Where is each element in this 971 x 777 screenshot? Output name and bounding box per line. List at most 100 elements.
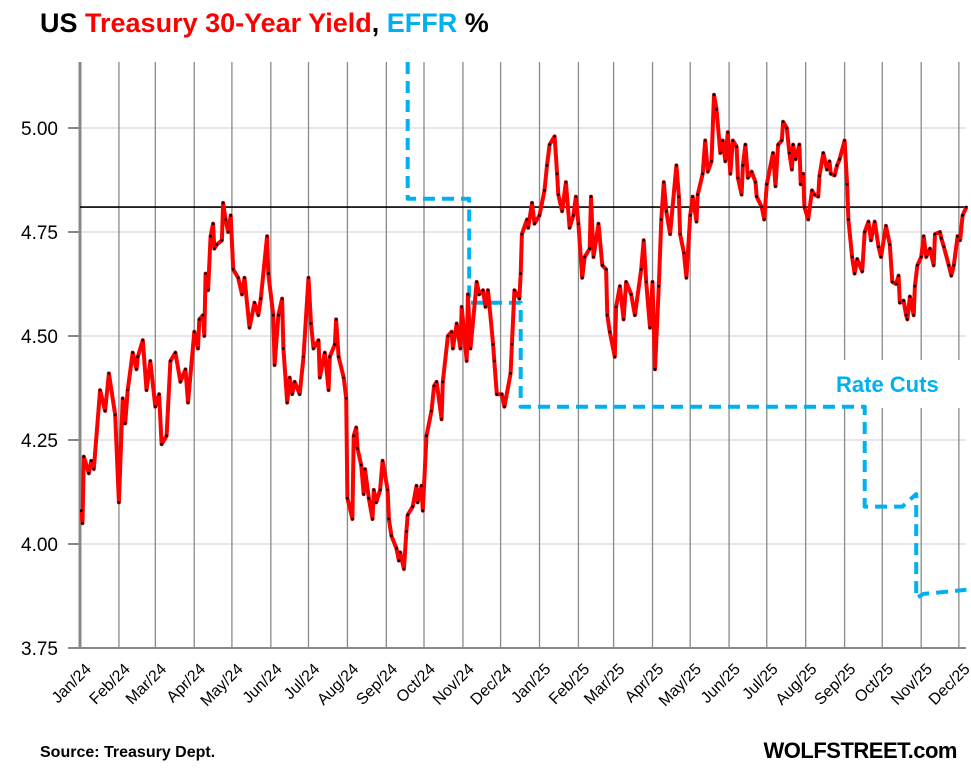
yield-data-point [855, 257, 859, 261]
yield-data-point [816, 195, 820, 199]
yield-data-point [226, 230, 230, 234]
yield-data-point [123, 422, 127, 425]
yield-data-point [710, 159, 713, 163]
yield-data-point [538, 214, 541, 217]
yield-data-point [762, 218, 766, 221]
yield-data-point [359, 463, 363, 467]
yield-data-point [765, 182, 769, 186]
yield-data-point [553, 134, 556, 138]
yield-data-point [648, 326, 652, 330]
yield-data-point [317, 338, 320, 342]
yield-data-point [721, 139, 725, 142]
yield-data-point [810, 189, 814, 192]
yield-data-point [947, 263, 951, 267]
yield-data-point [430, 409, 433, 413]
yield-data-point [469, 347, 472, 350]
yield-data-point [682, 251, 686, 255]
yield-data-point [588, 247, 592, 251]
x-tick-label: Jan/25 [508, 661, 554, 707]
yield-data-point [337, 355, 340, 359]
yield-data-point [618, 284, 622, 288]
brand-logo-text: WOLFSTREET.com [763, 738, 958, 763]
yield-data-point [675, 164, 678, 167]
yield-data-point [668, 232, 672, 236]
yield-data-point [221, 201, 225, 205]
vertical-gridlines [118, 62, 960, 648]
yield-data-point [495, 392, 499, 396]
yield-data-point [949, 274, 953, 278]
yield-data-point [965, 205, 968, 209]
yield-data-point [92, 467, 96, 471]
yield-data-point [860, 270, 864, 273]
yield-data-point [906, 318, 909, 321]
yield-data-point [98, 388, 102, 392]
yield-data-point [256, 313, 260, 317]
yield-data-point [545, 164, 549, 167]
title-comma: , [371, 8, 387, 38]
yield-data-point [477, 293, 481, 296]
yield-data-point [867, 220, 870, 224]
yield-data-point [688, 214, 692, 217]
y-tick-label: 3.75 [21, 639, 58, 660]
yield-data-point [712, 93, 716, 97]
yield-data-point [605, 313, 609, 317]
yield-data-point [639, 268, 643, 271]
yield-data-point [853, 272, 856, 275]
yield-data-point [806, 218, 810, 221]
yield-data-point [131, 351, 135, 354]
yield-data-point [939, 236, 943, 240]
yield-data-point [706, 170, 710, 174]
yield-data-point [592, 255, 595, 259]
yield-data-point [356, 446, 359, 450]
yield-data-point [731, 139, 735, 142]
yield-data-point [664, 209, 668, 213]
yield-data-point [243, 276, 246, 280]
yield-data-point [323, 351, 327, 354]
yield-data-point [533, 222, 536, 226]
yield-data-point [492, 359, 496, 363]
yield-data-point [121, 397, 125, 400]
yield-data-point [446, 334, 450, 338]
yield-data-point [803, 205, 806, 209]
yield-data-point [790, 168, 794, 172]
yield-data-point [220, 238, 224, 242]
yield-data-point [750, 170, 754, 174]
yield-data-point [938, 230, 942, 234]
yield-data-point [367, 496, 371, 500]
yield-data-point [421, 509, 425, 513]
yield-data-point [696, 193, 700, 197]
yield-data-point [309, 322, 313, 325]
yield-data-point [416, 501, 420, 504]
yield-data-point [328, 355, 332, 359]
yield-data-point [179, 380, 182, 384]
yield-data-point [781, 120, 785, 124]
yield-data-point [160, 442, 164, 446]
yield-line [80, 92, 968, 571]
yield-data-point [774, 184, 777, 188]
yield-data-point [760, 205, 764, 209]
yield-data-point [908, 295, 912, 298]
yield-data-point [136, 355, 140, 359]
yield-data-point [141, 338, 145, 342]
yield-data-point [153, 405, 157, 409]
yield-data-point [293, 380, 297, 384]
yield-data-point [659, 218, 663, 221]
yield-data-point [342, 376, 346, 379]
yield-data-point [794, 157, 797, 161]
yield-data-point [726, 130, 730, 134]
yield-data-point [271, 313, 275, 317]
yield-data-point [701, 172, 705, 176]
yield-data-point [653, 367, 657, 371]
yield-data-point [509, 372, 512, 375]
yield-data-point [354, 426, 358, 429]
yield-data-point [351, 517, 354, 521]
yield-data-point [958, 238, 962, 242]
yield-data-point [103, 409, 107, 413]
yield-data-point [568, 226, 571, 230]
yield-data-point [145, 388, 148, 392]
yield-data-point [81, 521, 84, 525]
yield-data-point [873, 220, 877, 224]
yield-data-point [942, 245, 946, 249]
yield-data-point [224, 218, 228, 221]
